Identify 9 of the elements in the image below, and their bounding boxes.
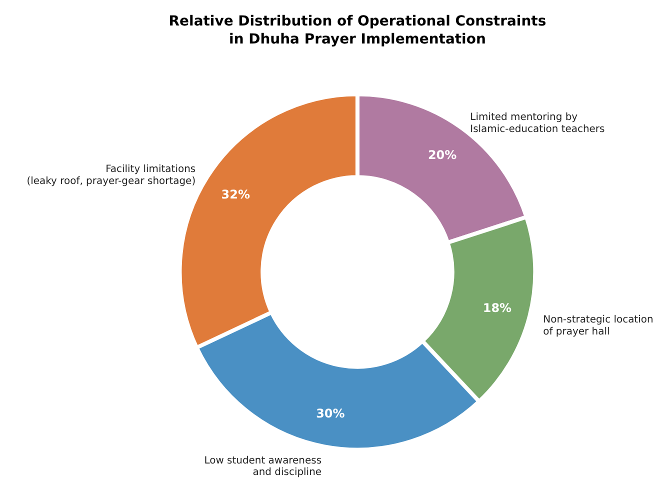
chart-title: Relative Distribution of Operational Constraints in Dhuha Prayer Implementation	[168, 13, 546, 48]
data-label: 32%	[221, 188, 250, 202]
data-label: 18%	[482, 300, 512, 315]
slice-label: Non-strategic location of prayer hall	[543, 314, 654, 338]
data-label: 20%	[428, 148, 457, 162]
slice-label: Limited mentoring by Islamic-education teachers	[470, 112, 605, 135]
data-label: 30%	[316, 406, 345, 421]
slice-label: Facility limitations (leaky roof, prayer-gear shortage)	[26, 164, 196, 188]
slice-label: Low student awareness and discipline	[204, 455, 322, 478]
